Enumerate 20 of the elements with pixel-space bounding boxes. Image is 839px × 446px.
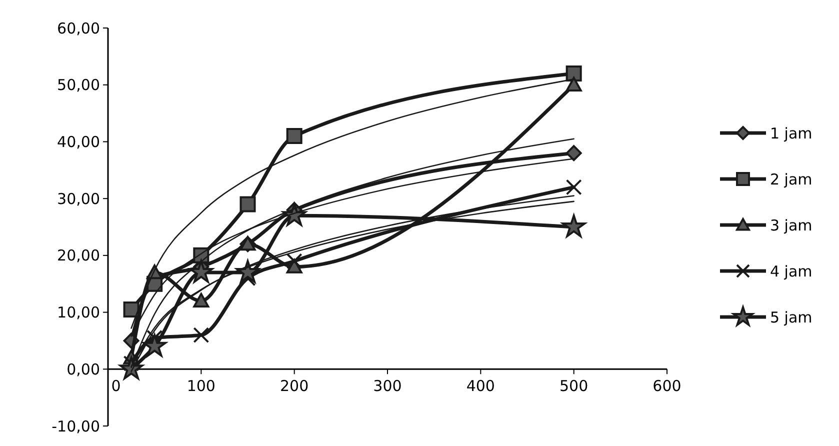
y-tick-label: -10,00 (52, 417, 100, 436)
x-tick-label: 100 (186, 377, 216, 396)
y-tick-label: 50,00 (57, 76, 100, 94)
x-tick-label: 300 (373, 377, 402, 396)
y-tick-label: 0,00 (66, 360, 100, 378)
y-tick-label: 10,00 (57, 304, 100, 322)
legend-label: 4 jam (770, 262, 812, 280)
legend-label: 5 jam (770, 308, 812, 326)
y-tick-label: 30,00 (57, 190, 100, 208)
y-tick-label: 40,00 (57, 132, 100, 151)
x-tick-label: 0 (111, 377, 121, 396)
x-tick-label: 200 (280, 377, 309, 396)
x-tick-label: 400 (466, 377, 495, 396)
legend-label: 3 jam (770, 216, 812, 234)
y-tick-label: 60,00 (57, 19, 100, 38)
y-tick-label: 20,00 (57, 246, 100, 265)
x-tick-label: 500 (560, 377, 588, 396)
legend-label: 1 jam (770, 124, 812, 142)
legend-label: 2 jam (770, 170, 812, 188)
x-tick-label: 600 (652, 377, 682, 396)
